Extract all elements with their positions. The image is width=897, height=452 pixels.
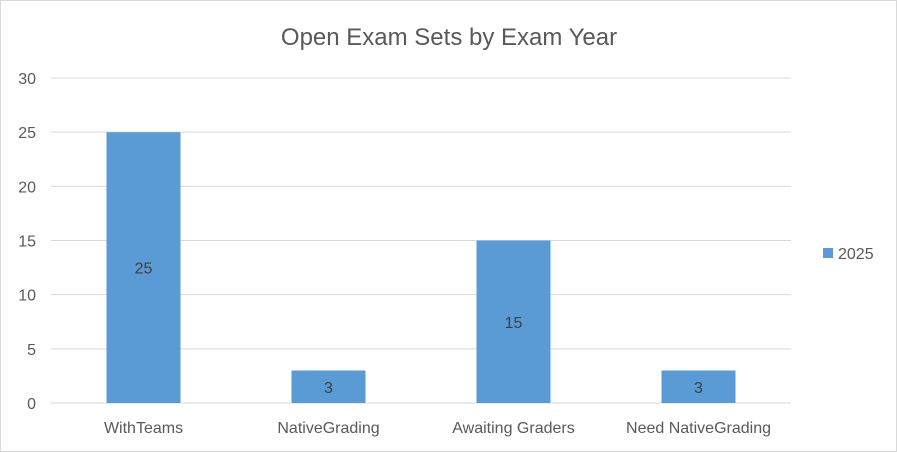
bar-withteams [106,132,181,403]
legend-label-2025: 2025 [838,246,874,263]
category-label: Need NativeGrading [626,420,771,437]
category-label: NativeGrading [277,420,379,437]
chart-title: Open Exam Sets by Exam Year [281,24,617,51]
category-label: WithTeams [104,420,183,437]
data-label: 25 [135,261,153,278]
bar-need-nativegrading [661,370,736,403]
category-label: Awaiting Graders [452,420,574,437]
legend-swatch-2025 [823,248,833,258]
y-tick-label: 30 [18,71,36,88]
x-axis-categories: WithTeams NativeGrading Awaiting Graders Ne… [104,420,771,437]
bar-nativegrading [291,370,366,403]
data-label: 3 [324,380,333,397]
y-axis-ticks: 0 5 10 15 20 25 30 [18,71,36,413]
legend: 2025 [823,246,874,263]
y-tick-label: 10 [18,288,36,305]
bars: 25 3 15 3 [106,132,736,403]
bar-awaiting-graders [476,240,551,403]
y-tick-label: 15 [18,234,36,251]
y-tick-label: 25 [18,125,36,142]
data-label: 15 [505,315,523,332]
y-tick-label: 20 [18,179,36,196]
y-tick-label: 5 [27,342,36,359]
data-label: 3 [694,380,703,397]
y-tick-label: 0 [27,396,36,413]
